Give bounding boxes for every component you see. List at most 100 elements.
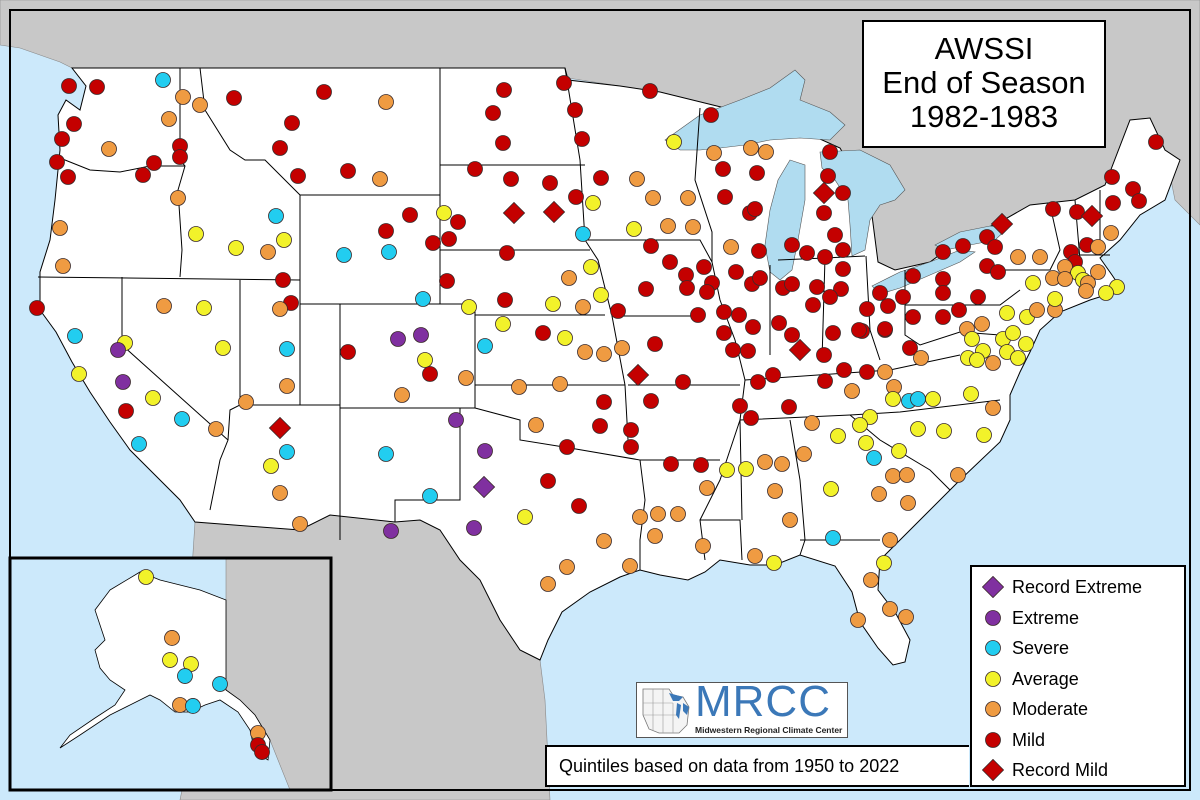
station-marker-mild — [699, 284, 715, 300]
station-marker-severe — [177, 668, 193, 684]
station-marker-mild — [290, 168, 306, 184]
station-marker-mild — [836, 362, 852, 378]
station-marker-average — [719, 462, 735, 478]
station-marker-mild — [29, 300, 45, 316]
station-marker-moderate — [1057, 271, 1073, 287]
station-marker-mild — [747, 201, 763, 217]
station-marker-mild — [272, 140, 288, 156]
station-marker-mild — [732, 398, 748, 414]
station-marker-moderate — [647, 528, 663, 544]
station-marker-moderate — [913, 350, 929, 366]
station-marker-moderate — [758, 144, 774, 160]
station-marker-mild — [226, 90, 242, 106]
station-markers — [29, 72, 1164, 760]
station-marker-moderate — [850, 612, 866, 628]
station-marker-moderate — [192, 97, 208, 113]
station-marker-moderate — [882, 532, 898, 548]
station-marker-moderate — [629, 171, 645, 187]
station-marker-severe — [279, 444, 295, 460]
station-marker-record-mild — [982, 759, 1004, 782]
station-marker-mild — [623, 422, 639, 438]
station-marker-mild — [499, 245, 515, 261]
station-marker-mild — [835, 185, 851, 201]
station-marker-mild — [835, 261, 851, 277]
station-marker-mild — [745, 319, 761, 335]
station-marker-mild — [716, 304, 732, 320]
station-marker-moderate — [156, 298, 172, 314]
station-marker-average — [858, 435, 874, 451]
circle-icon — [982, 607, 1004, 629]
station-marker-mild — [715, 161, 731, 177]
station-marker-moderate — [559, 559, 575, 575]
station-marker-mild — [805, 297, 821, 313]
station-marker-mild — [859, 301, 875, 317]
station-marker-moderate — [561, 270, 577, 286]
station-marker-mild — [146, 155, 162, 171]
station-marker-moderate — [292, 516, 308, 532]
station-marker-average — [557, 330, 573, 346]
station-marker-average — [830, 428, 846, 444]
station-marker-mild — [496, 82, 512, 98]
station-marker-mild — [675, 374, 691, 390]
station-marker-mild — [495, 135, 511, 151]
station-marker-record-mild — [1080, 204, 1104, 228]
station-marker-mild — [340, 344, 356, 360]
station-marker-extreme — [985, 609, 1001, 626]
station-marker-mild — [1131, 193, 1147, 209]
station-marker-mild — [728, 264, 744, 280]
station-marker-mild — [835, 242, 851, 258]
station-marker-moderate — [170, 190, 186, 206]
station-marker-moderate — [279, 378, 295, 394]
station-marker-mild — [990, 264, 1006, 280]
station-marker-moderate — [632, 509, 648, 525]
station-marker-moderate — [596, 346, 612, 362]
station-marker-moderate — [458, 370, 474, 386]
station-marker-moderate — [1032, 249, 1048, 265]
station-marker-record-mild — [502, 201, 526, 225]
station-marker-mild — [643, 238, 659, 254]
station-marker-moderate — [723, 239, 739, 255]
circle-icon — [982, 698, 1004, 720]
station-marker-mild — [1045, 201, 1061, 217]
station-marker-moderate — [985, 400, 1001, 416]
station-marker-moderate — [974, 316, 990, 332]
station-marker-record-mild — [812, 181, 836, 205]
legend-item-severe: Severe — [982, 633, 1184, 664]
map-title: AWSSI End of Season 1982-1983 — [862, 20, 1106, 148]
station-marker-average — [228, 240, 244, 256]
station-marker-average — [852, 417, 868, 433]
title-line-2: End of Season — [882, 65, 1086, 100]
station-marker-mild — [750, 374, 766, 390]
station-marker-mild — [623, 439, 639, 455]
station-marker-mild — [535, 325, 551, 341]
station-marker-record-extreme — [982, 576, 1004, 599]
station-marker-extreme — [413, 327, 429, 343]
station-marker-moderate — [774, 456, 790, 472]
circle-icon — [982, 668, 1004, 690]
station-marker-average — [162, 652, 178, 668]
station-marker-mild — [135, 167, 151, 183]
station-marker-mild — [784, 237, 800, 253]
lake-erie — [871, 249, 976, 295]
station-marker-severe — [378, 446, 394, 462]
station-marker-mild — [935, 271, 951, 287]
station-marker-moderate — [900, 495, 916, 511]
station-marker-moderate — [164, 630, 180, 646]
station-marker-mild — [740, 343, 756, 359]
station-marker-mild — [568, 189, 584, 205]
station-marker-mild — [716, 325, 732, 341]
station-marker-mild — [663, 456, 679, 472]
station-marker-moderate — [614, 340, 630, 356]
station-marker-record-mild — [268, 416, 292, 440]
station-marker-moderate — [1010, 249, 1026, 265]
station-marker-moderate — [660, 218, 676, 234]
station-marker-severe — [381, 244, 397, 260]
station-marker-average — [985, 670, 1001, 687]
station-marker-severe — [67, 328, 83, 344]
station-marker-average — [1047, 291, 1063, 307]
station-marker-mild — [703, 107, 719, 123]
station-marker-record-mild — [626, 363, 650, 387]
station-marker-mild — [642, 83, 658, 99]
station-marker-severe — [866, 450, 882, 466]
station-marker-average — [885, 391, 901, 407]
